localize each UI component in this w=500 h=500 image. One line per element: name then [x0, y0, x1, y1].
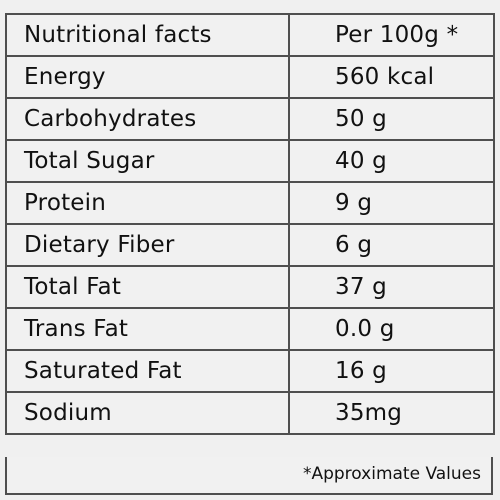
- table-header-row: Nutritional facts Per 100g *: [5, 13, 495, 57]
- header-label-cell: Nutritional facts: [5, 13, 290, 57]
- nutrient-value: 560 kcal: [288, 55, 495, 99]
- nutrient-label: Carbohydrates: [5, 97, 290, 141]
- table-row-protein: Protein 9 g: [5, 181, 495, 225]
- table-row-energy: Energy 560 kcal: [5, 55, 495, 99]
- nutrient-value: 37 g: [288, 265, 495, 309]
- nutrient-value: 35mg: [288, 391, 495, 435]
- nutrient-label: Protein: [5, 181, 290, 225]
- nutrient-value: 50 g: [288, 97, 495, 141]
- nutrient-value: 16 g: [288, 349, 495, 393]
- nutrient-value: 40 g: [288, 139, 495, 183]
- nutrient-label: Dietary Fiber: [5, 223, 290, 267]
- nutrient-value: 6 g: [288, 223, 495, 267]
- table-row-dietary-fiber: Dietary Fiber 6 g: [5, 223, 495, 267]
- table-row-sodium: Sodium 35mg: [5, 391, 495, 435]
- nutrient-label: Total Sugar: [5, 139, 290, 183]
- table-row-trans-fat: Trans Fat 0.0 g: [5, 307, 495, 351]
- nutrient-label: Trans Fat: [5, 307, 290, 351]
- nutrition-facts-table: Nutritional facts Per 100g * Energy 560 …: [5, 13, 495, 435]
- nutrient-label: Energy: [5, 55, 290, 99]
- table-row-carbohydrates: Carbohydrates 50 g: [5, 97, 495, 141]
- header-value-cell: Per 100g *: [288, 13, 495, 57]
- table-row-total-sugar: Total Sugar 40 g: [5, 139, 495, 183]
- nutrient-value: 0.0 g: [288, 307, 495, 351]
- table-row-total-fat: Total Fat 37 g: [5, 265, 495, 309]
- table-row-saturated-fat: Saturated Fat 16 g: [5, 349, 495, 393]
- nutrient-label: Sodium: [5, 391, 290, 435]
- nutrient-value: 9 g: [288, 181, 495, 225]
- nutrient-label: Total Fat: [5, 265, 290, 309]
- nutrient-label: Saturated Fat: [5, 349, 290, 393]
- approximate-values-footnote: *Approximate Values: [5, 457, 493, 495]
